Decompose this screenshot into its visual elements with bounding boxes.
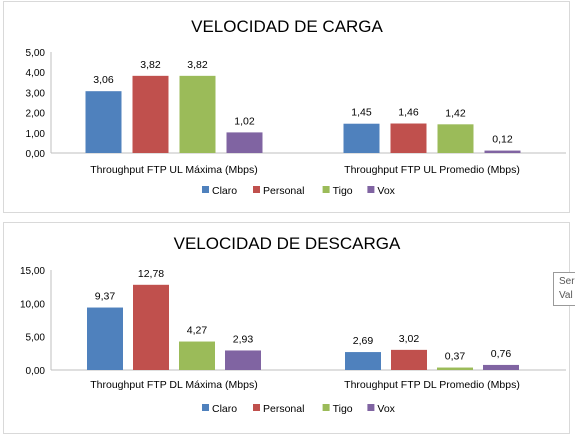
data-label: 1,45 bbox=[351, 107, 372, 119]
legend-swatch-personal bbox=[253, 186, 260, 193]
bar-personal-1 bbox=[132, 75, 169, 153]
legend-label-vox: Vox bbox=[377, 185, 395, 197]
legend-swatch-tigo bbox=[322, 404, 330, 411]
data-label: 12,78 bbox=[138, 268, 164, 280]
bar-personal-1 bbox=[133, 284, 169, 370]
bar-tigo-1 bbox=[179, 341, 215, 370]
y-tick-label: 0,00 bbox=[26, 149, 46, 160]
legend-label-tigo: Tigo bbox=[333, 185, 353, 197]
data-label: 1,42 bbox=[445, 107, 466, 119]
bar-claro-1 bbox=[85, 91, 122, 153]
chart-title: VELOCIDAD DE DESCARGA bbox=[174, 234, 401, 253]
legend-label-claro: Claro bbox=[212, 403, 237, 415]
legend-swatch-tigo bbox=[322, 186, 330, 193]
chart-upload-svg: VELOCIDAD DE CARGA 0,00 1,00 2,00 3,00 4,00 5,… bbox=[26, 17, 566, 197]
bar-tigo-1 bbox=[179, 75, 216, 153]
legend-label-vox: Vox bbox=[377, 403, 395, 415]
data-label: 0,76 bbox=[491, 348, 512, 360]
bar-vox-1 bbox=[226, 132, 263, 153]
data-label: 3,82 bbox=[187, 59, 208, 71]
data-label: 2,69 bbox=[353, 335, 374, 347]
y-tick-label: 3,00 bbox=[26, 88, 46, 99]
bar-tigo-2 bbox=[437, 124, 474, 153]
data-label: 0,37 bbox=[445, 351, 466, 363]
legend-swatch-claro bbox=[202, 186, 209, 193]
bar-claro-1 bbox=[87, 307, 123, 370]
category-label: Throughput FTP DL Promedio (Mbps) bbox=[344, 379, 520, 391]
legend-label-personal: Personal bbox=[263, 403, 304, 415]
data-label: 3,02 bbox=[399, 333, 420, 345]
bar-personal-2 bbox=[391, 349, 427, 370]
tooltip-line-2: Val bbox=[559, 290, 573, 301]
chart-upload-speed: VELOCIDAD DE CARGA 0,00 1,00 2,00 3,00 4,00 5,… bbox=[3, 1, 570, 213]
legend-label-tigo: Tigo bbox=[333, 403, 353, 415]
y-tick-label: 0,00 bbox=[26, 366, 46, 377]
bar-vox-1 bbox=[225, 350, 261, 370]
data-label: 2,93 bbox=[233, 333, 254, 345]
y-tick-label: 15,00 bbox=[20, 266, 45, 277]
tooltip-line-1: Ser bbox=[559, 276, 575, 287]
data-label: 1,02 bbox=[234, 115, 255, 127]
chart-download-speed: VELOCIDAD DE DESCARGA 0,00 5,00 10,00 15,00 9… bbox=[3, 222, 570, 434]
bar-tigo-2 bbox=[437, 367, 473, 370]
category-label: Throughput FTP DL Máxima (Mbps) bbox=[90, 379, 257, 391]
y-tick-label: 2,00 bbox=[26, 109, 46, 120]
bar-vox-2 bbox=[483, 364, 519, 370]
data-label: 3,06 bbox=[93, 74, 114, 86]
bar-claro-2 bbox=[345, 352, 381, 370]
data-label: 1,46 bbox=[398, 107, 419, 119]
legend-swatch-vox bbox=[367, 186, 375, 193]
category-label: Throughput FTP UL Promedio (Mbps) bbox=[344, 164, 520, 176]
chart-download-svg: VELOCIDAD DE DESCARGA 0,00 5,00 10,00 15,00 9… bbox=[20, 234, 566, 415]
legend-swatch-personal bbox=[253, 404, 260, 411]
y-tick-label: 10,00 bbox=[20, 299, 45, 310]
chart-tooltip: Ser Val bbox=[553, 272, 575, 306]
data-label: 9,37 bbox=[95, 291, 116, 303]
legend-swatch-claro bbox=[202, 404, 209, 411]
data-label: 4,27 bbox=[187, 325, 208, 337]
bar-claro-2 bbox=[343, 123, 380, 153]
y-tick-label: 5,00 bbox=[26, 48, 46, 59]
chart-title: VELOCIDAD DE CARGA bbox=[191, 17, 383, 36]
y-tick-label: 5,00 bbox=[26, 333, 46, 344]
legend-label-personal: Personal bbox=[263, 185, 304, 197]
bar-personal-2 bbox=[390, 123, 427, 153]
data-label: 3,82 bbox=[140, 59, 161, 71]
bar-vox-2 bbox=[484, 150, 521, 153]
y-tick-label: 4,00 bbox=[26, 68, 46, 79]
y-tick-label: 1,00 bbox=[26, 129, 46, 140]
legend-swatch-vox bbox=[367, 404, 375, 411]
category-label: Throughput FTP UL Máxima (Mbps) bbox=[90, 164, 257, 176]
data-label: 0,12 bbox=[492, 134, 513, 146]
legend-label-claro: Claro bbox=[212, 185, 237, 197]
